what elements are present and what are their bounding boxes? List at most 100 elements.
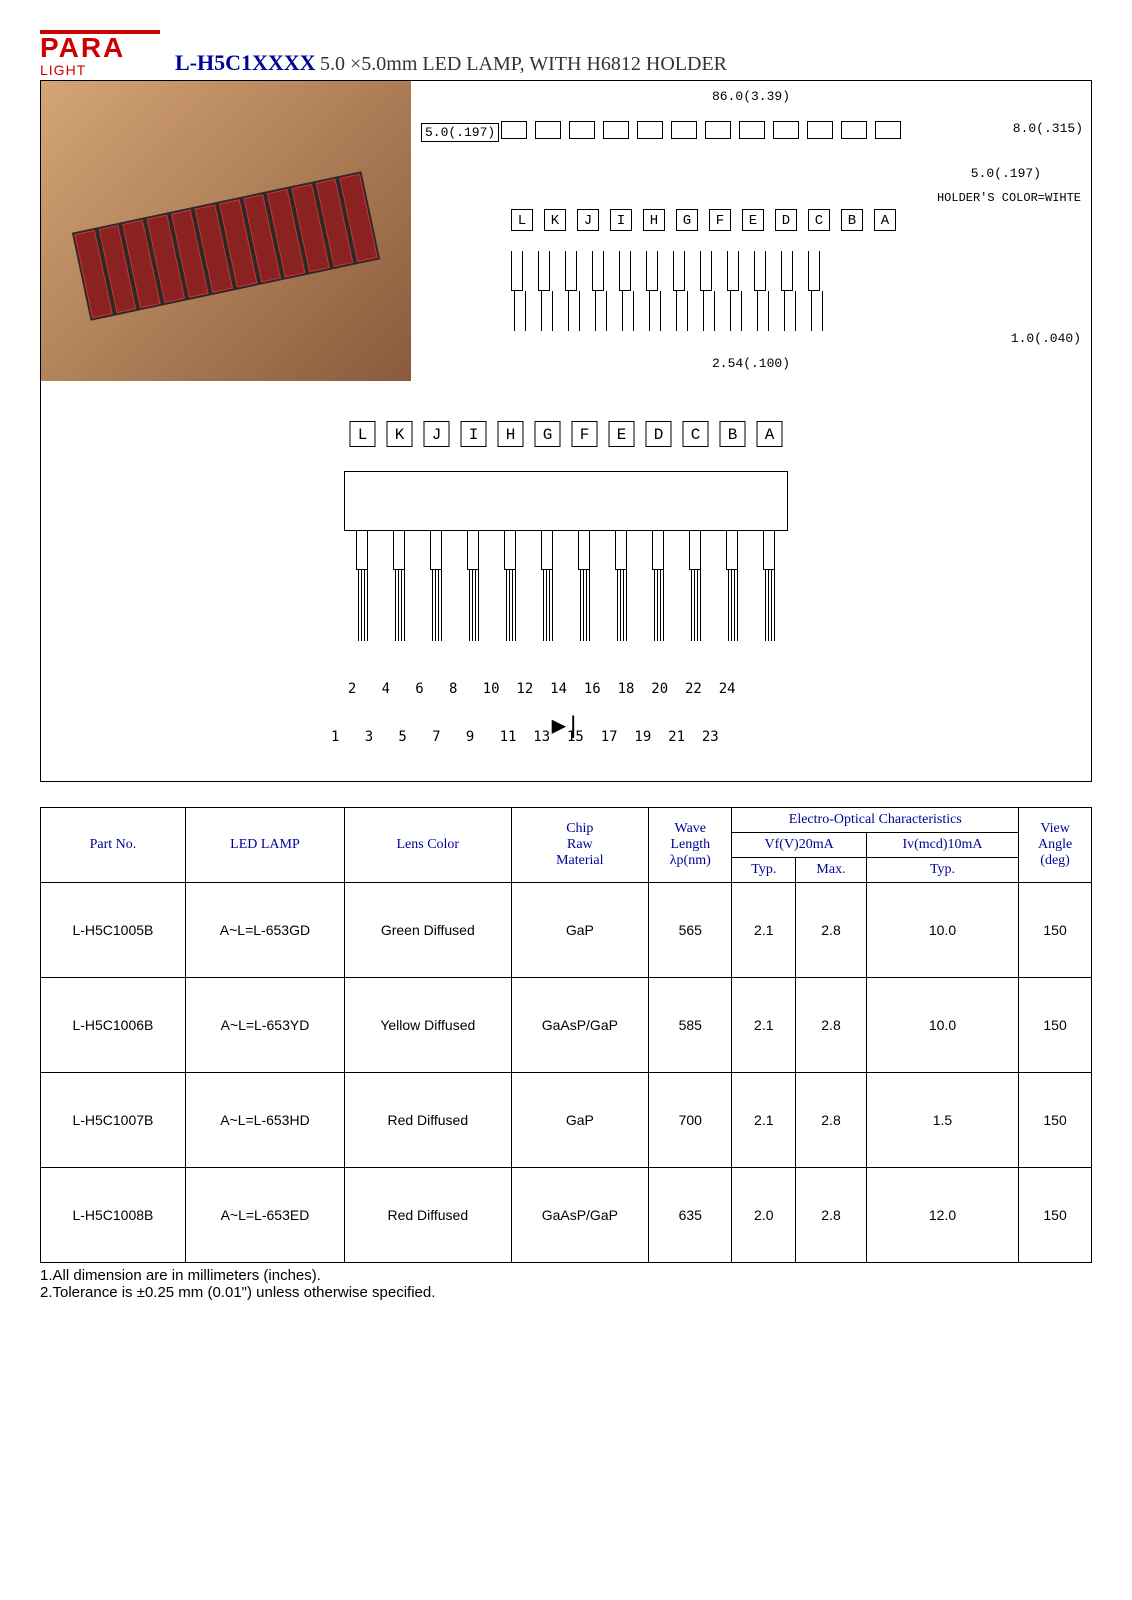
dimension-pitch: 2.54(.100) (712, 356, 790, 371)
dimension-pin: 1.0(.040) (1011, 331, 1081, 346)
table-row: L-H5C1007B A~L=L-653HD Red Diffused GaP … (41, 1073, 1092, 1168)
cell-lamp: A~L=L-653ED (185, 1168, 344, 1263)
seg-label: A (757, 421, 783, 447)
cell-chip: GaP (511, 1073, 649, 1168)
col-electro: Electro-Optical Characteristics (732, 808, 1019, 833)
cell-vf-typ: 2.1 (732, 978, 796, 1073)
schematic-top-view: 86.0(3.39) 5.0(.197) 8.0(.315) 5.0(.197)… (411, 81, 1091, 381)
cell-iv: 10.0 (866, 883, 1018, 978)
col-iv: Iv(mcd)10mA (866, 833, 1018, 858)
cell-wave: 635 (649, 1168, 732, 1263)
segment-outlines (501, 121, 901, 139)
front-pins (344, 531, 788, 641)
cell-angle: 150 (1019, 978, 1092, 1073)
seg-label: G (676, 209, 698, 231)
seg-label: J (577, 209, 599, 231)
seg-label: E (742, 209, 764, 231)
specifications-table: Part No. LED LAMP Lens Color Chip Raw Ma… (40, 807, 1092, 1263)
cell-iv: 12.0 (866, 1168, 1018, 1263)
cell-vf-typ: 2.0 (732, 1168, 796, 1263)
model-description: 5.0 ×5.0mm LED LAMP, WITH H6812 HOLDER (320, 53, 727, 75)
seg-label: D (646, 421, 672, 447)
title: L-H5C1XXXX 5.0 ×5.0mm LED LAMP, WITH H68… (175, 50, 727, 80)
col-wave: Wave Length λp(nm) (649, 808, 732, 883)
cell-iv: 10.0 (866, 978, 1018, 1073)
figure-top: 86.0(3.39) 5.0(.197) 8.0(.315) 5.0(.197)… (41, 81, 1091, 381)
seg-label: C (808, 209, 830, 231)
seg-label: L (511, 209, 533, 231)
cell-part: L-H5C1008B (41, 1168, 186, 1263)
cell-lamp: A~L=L-653HD (185, 1073, 344, 1168)
cell-part: L-H5C1007B (41, 1073, 186, 1168)
col-led-lamp: LED LAMP (185, 808, 344, 883)
table-row: L-H5C1006B A~L=L-653YD Yellow Diffused G… (41, 978, 1092, 1073)
cell-vf-max: 2.8 (796, 1073, 867, 1168)
dimension-end: 8.0(.315) (1013, 121, 1083, 136)
cell-lens: Green Diffused (345, 883, 511, 978)
col-typ2: Typ. (866, 858, 1018, 883)
seg-label: J (424, 421, 450, 447)
logo: PARA LIGHT (40, 30, 160, 80)
cell-iv: 1.5 (866, 1073, 1018, 1168)
seg-label: I (610, 209, 632, 231)
logo-text-line2: LIGHT (40, 62, 160, 78)
diode-symbol-icon: ▶| (552, 711, 581, 741)
logo-text-line1: PARA (40, 34, 160, 62)
seg-label: C (683, 421, 709, 447)
product-photo (41, 81, 411, 381)
table-body: L-H5C1005B A~L=L-653GD Green Diffused Ga… (41, 883, 1092, 1263)
table-row: L-H5C1005B A~L=L-653GD Green Diffused Ga… (41, 883, 1092, 978)
schematic-front-view: L K J I H G F E D C B A (41, 381, 1091, 781)
pin-numbers-even: 2 4 6 8 10 12 14 16 18 20 22 24 (331, 681, 801, 697)
col-max: Max. (796, 858, 867, 883)
seg-label: A (874, 209, 896, 231)
seg-label: D (775, 209, 797, 231)
seg-label: K (544, 209, 566, 231)
seg-label: B (841, 209, 863, 231)
cell-wave: 700 (649, 1073, 732, 1168)
cell-lens: Yellow Diffused (345, 978, 511, 1073)
segment-letters-front: L K J I H G F E D C B A (350, 421, 783, 447)
cell-wave: 585 (649, 978, 732, 1073)
col-typ: Typ. (732, 858, 796, 883)
col-view-angle: View Angle (deg) (1019, 808, 1092, 883)
cell-part: L-H5C1006B (41, 978, 186, 1073)
cell-chip: GaAsP/GaP (511, 978, 649, 1073)
segment-letters: L K J I H G F E D C B A (511, 209, 896, 231)
col-chip: Chip Raw Material (511, 808, 649, 883)
seg-label: H (643, 209, 665, 231)
seg-label: F (709, 209, 731, 231)
model-number: L-H5C1XXXX (175, 50, 316, 75)
seg-label: G (535, 421, 561, 447)
cell-lens: Red Diffused (345, 1168, 511, 1263)
cell-wave: 565 (649, 883, 732, 978)
seg-label: I (461, 421, 487, 447)
cell-vf-typ: 2.1 (732, 883, 796, 978)
cell-angle: 150 (1019, 1073, 1092, 1168)
cell-vf-max: 2.8 (796, 1168, 867, 1263)
col-lens-color: Lens Color (345, 808, 511, 883)
holder-color-note: HOLDER'S COLOR=WIHTE (937, 191, 1081, 205)
col-vf: Vf(V)20mA (732, 833, 866, 858)
cell-lens: Red Diffused (345, 1073, 511, 1168)
dimension-overall: 86.0(3.39) (712, 89, 790, 104)
cell-chip: GaAsP/GaP (511, 1168, 649, 1263)
cell-vf-max: 2.8 (796, 883, 867, 978)
cell-vf-typ: 2.1 (732, 1073, 796, 1168)
cell-chip: GaP (511, 883, 649, 978)
footnote-1: 1.All dimension are in millimeters (inch… (40, 1267, 1092, 1284)
header-row: PARA LIGHT L-H5C1XXXX 5.0 ×5.0mm LED LAM… (40, 30, 1092, 81)
seg-label: K (387, 421, 413, 447)
cell-part: L-H5C1005B (41, 883, 186, 978)
cell-angle: 150 (1019, 883, 1092, 978)
cell-lamp: A~L=L-653YD (185, 978, 344, 1073)
dimension-end2: 5.0(.197) (971, 166, 1041, 181)
footnote-2: 2.Tolerance is ±0.25 mm (0.01") unless o… (40, 1284, 1092, 1301)
holder-body-outline (344, 471, 788, 531)
seg-label: L (350, 421, 376, 447)
pin-outlines (511, 251, 820, 331)
table-row: L-H5C1008B A~L=L-653ED Red Diffused GaAs… (41, 1168, 1092, 1263)
seg-label: B (720, 421, 746, 447)
footnotes: 1.All dimension are in millimeters (inch… (40, 1267, 1092, 1301)
figure-container: 86.0(3.39) 5.0(.197) 8.0(.315) 5.0(.197)… (40, 81, 1092, 782)
